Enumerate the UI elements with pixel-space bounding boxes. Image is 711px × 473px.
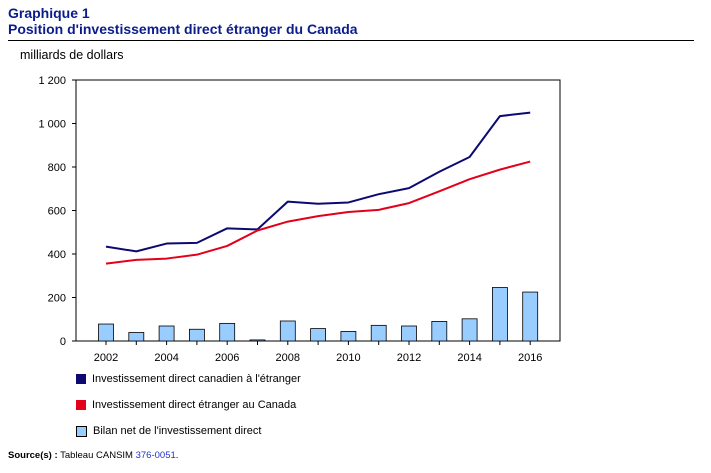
bar-net-balance: [249, 339, 266, 342]
source-note: Source(s) : Tableau CANSIM 376-0051.: [8, 450, 178, 461]
bar-net-balance: [219, 322, 236, 342]
legend-label: Investissement direct étranger au Canada: [92, 399, 297, 411]
legend-item-canadian-abroad: Investissement direct canadien à l'étran…: [76, 372, 301, 386]
x-tick-label: 2016: [518, 352, 542, 364]
legend-swatch-red: [76, 400, 86, 410]
legend-item-foreign-in-canada: Investissement direct étranger au Canada: [76, 398, 301, 412]
title-rule: [8, 40, 694, 41]
legend-swatch-navy: [76, 374, 86, 384]
y-tick-label: 400: [48, 249, 66, 261]
bar-net-balance: [188, 328, 205, 342]
bar-net-balance: [310, 328, 327, 342]
y-tick-label: 600: [48, 206, 66, 218]
y-tick-label: 1 200: [38, 75, 66, 87]
legend-item-net-balance: Bilan net de l'investissement direct: [76, 424, 301, 438]
cansim-table-link[interactable]: 376-0051: [135, 450, 176, 461]
bar-net-balance: [431, 321, 448, 342]
chart-title: Position d'investissement direct étrange…: [8, 21, 358, 37]
bar-net-balance: [461, 318, 478, 342]
bar-net-balance: [491, 287, 508, 342]
bar-net-balance: [128, 332, 145, 342]
bar-net-balance: [98, 323, 114, 342]
y-tick-label: 0: [60, 336, 66, 348]
legend-label: Investissement direct canadien à l'étran…: [92, 373, 301, 385]
bar-net-balance: [340, 331, 357, 342]
source-end: .: [175, 450, 179, 461]
legend-label: Bilan net de l'investissement direct: [93, 425, 262, 437]
line-canadian-investment-abroad: [105, 111, 531, 253]
y-tick-label: 200: [48, 293, 66, 305]
x-tick-label: 2008: [276, 352, 300, 364]
legend-swatch-blue-bar: [76, 425, 87, 437]
source-label: Source(s) :: [8, 450, 58, 461]
x-tick-label: 2006: [215, 352, 239, 364]
bar-net-balance: [522, 291, 539, 342]
bar-net-balance: [370, 324, 387, 342]
y-tick-label: 1 000: [38, 119, 66, 131]
y-axis-unit-label: milliards de dollars: [20, 48, 124, 62]
x-tick-label: 2010: [336, 352, 360, 364]
chart-heading: Graphique 1 Position d'investissement di…: [8, 5, 698, 37]
x-tick-label: 2004: [154, 352, 178, 364]
bar-net-balance: [401, 325, 417, 342]
chart-number: Graphique 1: [8, 5, 90, 21]
y-tick-label: 800: [48, 162, 66, 174]
x-tick-label: 2002: [94, 352, 118, 364]
plot-frame: [75, 79, 561, 342]
x-tick-label: 2014: [457, 352, 481, 364]
bar-net-balance: [279, 320, 296, 342]
x-tick-label: 2012: [397, 352, 421, 364]
bar-net-balance: [158, 325, 175, 342]
source-text: Tableau CANSIM: [60, 450, 133, 461]
chart-legend: Investissement direct canadien à l'étran…: [76, 372, 301, 450]
line-foreign-investment-in-canada: [105, 160, 531, 265]
